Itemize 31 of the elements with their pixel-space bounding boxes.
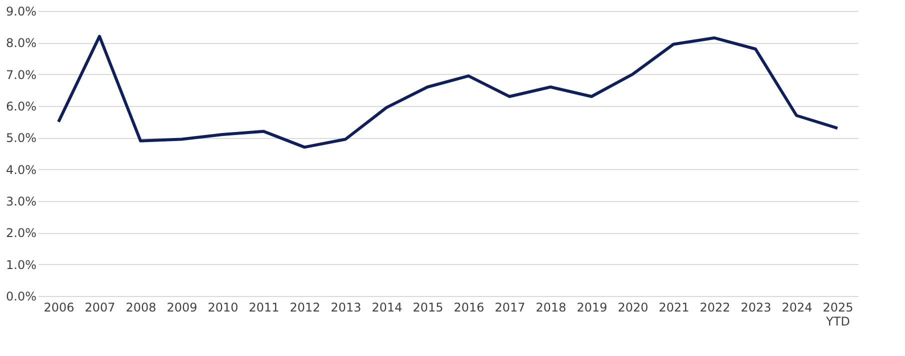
- x-tick-label: 2023: [740, 300, 772, 314]
- x-tick-label: 2021: [658, 300, 690, 314]
- x-tick-label: 2018: [536, 300, 566, 314]
- x-tick-label: 2013: [330, 300, 362, 314]
- y-tick-label: 0.0%: [6, 290, 36, 304]
- x-tick-label: 2009: [166, 300, 198, 314]
- x-tick-label: 2010: [208, 300, 238, 314]
- x-tick-label: 2006: [44, 300, 74, 314]
- y-tick-label: 6.0%: [6, 100, 36, 114]
- x-tick-label: 2017: [494, 300, 526, 314]
- y-tick-label: 5.0%: [6, 131, 36, 146]
- x-tick-label: 2015: [412, 300, 444, 314]
- x-tick-label: 2024: [782, 300, 812, 314]
- x-tick-label: 2020: [618, 300, 648, 314]
- y-tick-label: 8.0%: [6, 36, 36, 50]
- x-tick-label: 2007: [84, 300, 116, 314]
- y-tick-label: 4.0%: [6, 162, 36, 177]
- y-tick-label: 3.0%: [6, 194, 36, 208]
- x-tick-label: 2011: [248, 300, 280, 314]
- line-series: [57, 34, 839, 149]
- x-tick-label: 2016: [454, 300, 484, 314]
- x-tick-label: 2022: [700, 300, 730, 314]
- y-tick-label: 7.0%: [6, 68, 36, 82]
- x-tick-label: 2014: [372, 300, 402, 314]
- x-tick-label: 2012: [290, 300, 320, 314]
- y-tick-label: 9.0%: [6, 4, 36, 18]
- x-tick-label: 2025 YTD: [822, 300, 854, 328]
- x-tick-label: 2008: [126, 300, 156, 314]
- y-tick-label: 1.0%: [6, 258, 36, 272]
- y-tick-label: 2.0%: [6, 226, 36, 240]
- x-tick-label: 2019: [576, 300, 608, 314]
